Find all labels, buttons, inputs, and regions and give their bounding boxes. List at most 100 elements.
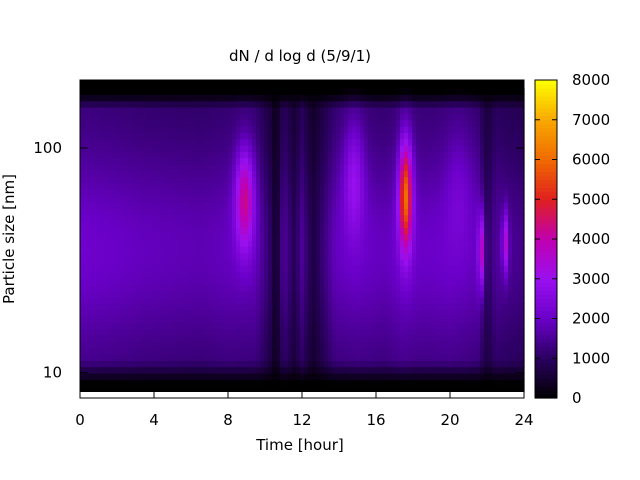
heatmap-cell — [256, 119, 261, 127]
heatmap-cell — [192, 284, 197, 292]
heatmap-cell — [100, 214, 105, 222]
heatmap-cell — [416, 316, 421, 323]
heatmap-cell — [180, 284, 185, 292]
heatmap-cell — [404, 164, 409, 171]
heatmap-cell — [284, 202, 289, 209]
heatmap-cell — [316, 347, 321, 355]
heatmap-cell — [272, 297, 277, 304]
heatmap-cell — [404, 157, 409, 165]
heatmap-cell — [148, 246, 153, 254]
heatmap-cell — [236, 259, 241, 266]
heatmap-cell — [140, 246, 145, 254]
heatmap-cell — [472, 107, 477, 114]
heatmap-cell — [204, 347, 209, 355]
heatmap-cell — [228, 208, 233, 216]
heatmap-cell — [196, 309, 201, 317]
heatmap-cell — [196, 366, 201, 374]
heatmap-cell — [108, 303, 113, 311]
heatmap-cell — [148, 88, 153, 95]
heatmap-cell — [352, 309, 357, 317]
heatmap-cell — [472, 335, 477, 342]
heatmap-cell — [296, 379, 301, 387]
heatmap-cell — [416, 164, 421, 171]
heatmap-cell — [116, 208, 121, 216]
heatmap-cell — [460, 170, 465, 178]
heatmap-cell — [448, 328, 453, 336]
heatmap-cell — [224, 303, 229, 311]
heatmap-cell — [264, 385, 269, 393]
heatmap-cell — [128, 145, 133, 152]
heatmap-cell — [452, 88, 457, 95]
heatmap-cell — [176, 259, 181, 266]
heatmap-cell — [420, 240, 425, 247]
heatmap-cell — [108, 183, 113, 190]
heatmap-cell — [264, 360, 269, 368]
heatmap-cell — [168, 151, 173, 159]
heatmap-cell — [472, 385, 477, 393]
heatmap-cell — [332, 202, 337, 209]
heatmap-cell — [212, 265, 217, 273]
heatmap-cell — [172, 259, 177, 266]
heatmap-cell — [472, 214, 477, 222]
heatmap-cell — [428, 278, 433, 285]
heatmap-cell — [432, 157, 437, 165]
heatmap-cell — [220, 354, 225, 361]
heatmap-cell — [208, 183, 213, 190]
heatmap-cell — [152, 246, 157, 254]
heatmap-cell — [196, 316, 201, 323]
heatmap-cell — [428, 316, 433, 323]
heatmap-cell — [344, 157, 349, 165]
heatmap-cell — [160, 88, 165, 95]
heatmap-cell — [440, 170, 445, 178]
heatmap-cell — [388, 189, 393, 197]
heatmap-cell — [244, 88, 249, 95]
heatmap-cell — [348, 354, 353, 361]
heatmap-cell — [336, 341, 341, 349]
heatmap-cell — [308, 309, 313, 317]
heatmap-cell — [92, 145, 97, 152]
heatmap-cell — [316, 309, 321, 317]
heatmap-cell — [272, 354, 277, 361]
heatmap-cell — [272, 309, 277, 317]
heatmap-cell — [336, 157, 341, 165]
heatmap-cell — [228, 373, 233, 380]
heatmap-cell — [284, 297, 289, 304]
heatmap-cell — [472, 347, 477, 355]
heatmap-cell — [400, 132, 405, 140]
heatmap-cell — [164, 227, 169, 235]
heatmap-cell — [196, 100, 201, 108]
heatmap-cell — [380, 309, 385, 317]
heatmap-cell — [400, 385, 405, 393]
heatmap-cell — [436, 278, 441, 285]
heatmap-cell — [248, 354, 253, 361]
heatmap-cell — [492, 100, 497, 108]
heatmap-cell — [252, 151, 257, 159]
heatmap-cell — [460, 100, 465, 108]
heatmap-cell — [100, 202, 105, 209]
heatmap-cell — [88, 284, 93, 292]
heatmap-cell — [432, 145, 437, 152]
heatmap-cell — [416, 379, 421, 387]
heatmap-cell — [336, 322, 341, 330]
heatmap-cell — [92, 88, 97, 95]
heatmap-cell — [216, 284, 221, 292]
heatmap-cell — [200, 385, 205, 393]
heatmap-cell — [80, 138, 85, 146]
heatmap-cell — [204, 385, 209, 393]
heatmap-cell — [100, 278, 105, 285]
heatmap-cell — [292, 138, 297, 146]
heatmap-cell — [412, 385, 417, 393]
heatmap-cell — [380, 303, 385, 311]
heatmap-cell — [316, 107, 321, 114]
heatmap-cell — [320, 208, 325, 216]
heatmap-cell — [368, 170, 373, 178]
heatmap-cell — [380, 246, 385, 254]
heatmap-cell — [104, 379, 109, 387]
heatmap-cell — [424, 341, 429, 349]
heatmap-cell — [484, 316, 489, 323]
heatmap-cell — [140, 119, 145, 127]
heatmap-cell — [116, 240, 121, 247]
heatmap-cell — [272, 202, 277, 209]
heatmap-cell — [172, 233, 177, 241]
heatmap-cell — [240, 354, 245, 361]
